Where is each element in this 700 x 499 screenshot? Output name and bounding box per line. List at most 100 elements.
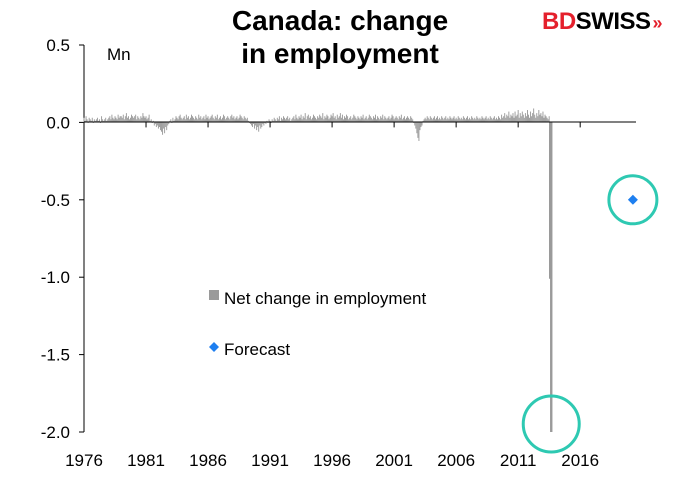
bar	[283, 116, 284, 123]
bar	[182, 117, 184, 123]
bar	[393, 119, 395, 123]
bar	[154, 122, 156, 124]
bar	[132, 116, 134, 123]
bar	[99, 119, 100, 123]
bar	[201, 119, 203, 123]
bar	[405, 119, 406, 123]
bar	[321, 117, 323, 123]
bar	[311, 117, 313, 123]
bar	[187, 116, 189, 123]
bar	[547, 119, 549, 123]
bar	[464, 119, 466, 123]
bar	[133, 117, 135, 123]
bar	[148, 114, 150, 123]
bar	[533, 108, 535, 123]
bar	[239, 114, 241, 123]
bar	[484, 117, 486, 123]
bar	[427, 117, 429, 123]
bar	[477, 117, 479, 123]
bar	[458, 117, 460, 123]
bar	[520, 116, 522, 123]
bar	[142, 113, 144, 123]
bar	[519, 113, 521, 123]
y-axis-unit-label: Mn	[107, 45, 131, 64]
bar	[153, 122, 155, 126]
x-tick-label: 1986	[189, 451, 227, 470]
bar	[493, 116, 495, 123]
x-tick-label: 2001	[375, 451, 413, 470]
bar	[548, 116, 550, 123]
bar	[448, 119, 450, 123]
bar	[460, 117, 462, 123]
bar	[459, 119, 461, 123]
bar	[424, 117, 426, 123]
bar	[199, 117, 201, 123]
bar	[175, 116, 177, 123]
bar	[433, 116, 435, 123]
bar	[419, 122, 421, 131]
bar	[451, 119, 453, 123]
bar	[83, 117, 85, 123]
bar	[326, 114, 328, 123]
bar	[130, 117, 131, 123]
bar	[293, 116, 295, 123]
bar	[222, 117, 223, 123]
bar	[242, 119, 244, 123]
bar	[522, 114, 524, 123]
bar	[118, 117, 120, 123]
bar	[295, 114, 297, 123]
bar	[353, 114, 355, 123]
bar	[437, 116, 438, 123]
bar	[450, 117, 452, 123]
bar	[112, 117, 114, 123]
bar	[481, 116, 483, 123]
bar	[346, 114, 348, 123]
bar	[129, 119, 130, 123]
bar	[320, 116, 322, 123]
bar	[442, 117, 444, 123]
bar	[228, 117, 230, 123]
bar	[343, 119, 344, 123]
bar	[525, 116, 527, 123]
bar	[203, 116, 205, 123]
bar	[534, 114, 536, 123]
bar	[140, 116, 142, 123]
bar	[491, 119, 493, 123]
bar	[518, 117, 520, 123]
brand-logo-swiss: SWISS	[575, 8, 651, 35]
bar	[319, 114, 321, 123]
bar	[472, 117, 474, 123]
legend-swatch-net-change	[209, 290, 219, 300]
bar	[480, 119, 482, 123]
bar	[265, 122, 267, 124]
bar	[105, 117, 107, 123]
bar	[254, 122, 256, 129]
bar	[318, 117, 320, 123]
bar	[205, 114, 207, 123]
bar	[328, 119, 330, 123]
chart-title-line1: Canada: change	[231, 5, 449, 36]
bar	[268, 119, 270, 123]
bar	[543, 117, 545, 123]
bar	[183, 116, 185, 123]
bar	[537, 116, 539, 123]
bar	[210, 116, 212, 123]
bar	[501, 114, 503, 123]
bar	[215, 117, 217, 123]
bar	[219, 116, 221, 123]
bar	[304, 113, 306, 123]
bar	[517, 110, 519, 123]
bar	[288, 119, 290, 123]
bar	[198, 114, 200, 123]
bar	[180, 117, 182, 123]
bar	[524, 113, 526, 123]
bar	[418, 122, 420, 141]
bar	[468, 119, 469, 123]
bar	[306, 116, 308, 123]
bar	[119, 116, 121, 123]
bar	[514, 111, 516, 123]
bar	[135, 114, 137, 123]
chart-title-line2: in employment	[241, 38, 439, 69]
bar	[352, 117, 354, 123]
